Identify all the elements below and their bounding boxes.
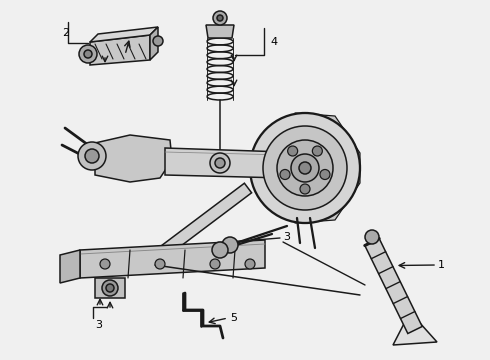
Circle shape xyxy=(250,113,360,223)
Circle shape xyxy=(222,237,238,253)
Circle shape xyxy=(212,242,228,258)
Polygon shape xyxy=(365,238,422,333)
Circle shape xyxy=(215,158,225,168)
Circle shape xyxy=(79,45,97,63)
Circle shape xyxy=(210,259,220,269)
Text: 1: 1 xyxy=(438,260,445,270)
Circle shape xyxy=(288,146,297,156)
Polygon shape xyxy=(60,250,80,283)
Circle shape xyxy=(217,15,223,21)
Circle shape xyxy=(106,284,114,292)
Polygon shape xyxy=(95,135,172,182)
Polygon shape xyxy=(165,148,285,178)
Circle shape xyxy=(78,142,106,170)
Circle shape xyxy=(210,153,230,173)
Polygon shape xyxy=(285,113,360,223)
Polygon shape xyxy=(393,312,437,345)
Circle shape xyxy=(291,154,319,182)
Circle shape xyxy=(213,11,227,25)
Text: 2: 2 xyxy=(62,28,69,38)
Text: 4: 4 xyxy=(270,37,277,47)
Circle shape xyxy=(155,259,165,269)
Circle shape xyxy=(365,230,379,244)
Circle shape xyxy=(102,280,118,296)
Circle shape xyxy=(300,184,310,194)
Polygon shape xyxy=(80,240,265,278)
Circle shape xyxy=(277,140,333,196)
Polygon shape xyxy=(90,27,158,42)
Polygon shape xyxy=(151,183,251,263)
Circle shape xyxy=(153,36,163,46)
Circle shape xyxy=(320,170,330,180)
Circle shape xyxy=(245,259,255,269)
Circle shape xyxy=(299,162,311,174)
Text: 5: 5 xyxy=(230,313,237,323)
Polygon shape xyxy=(95,278,125,298)
Text: 3: 3 xyxy=(95,320,102,330)
Polygon shape xyxy=(206,25,234,38)
Polygon shape xyxy=(90,35,150,65)
Text: 3: 3 xyxy=(283,232,290,242)
Circle shape xyxy=(312,146,322,156)
Circle shape xyxy=(84,50,92,58)
Circle shape xyxy=(280,170,290,180)
Polygon shape xyxy=(150,27,158,60)
Circle shape xyxy=(100,259,110,269)
Circle shape xyxy=(263,126,347,210)
Circle shape xyxy=(85,149,99,163)
